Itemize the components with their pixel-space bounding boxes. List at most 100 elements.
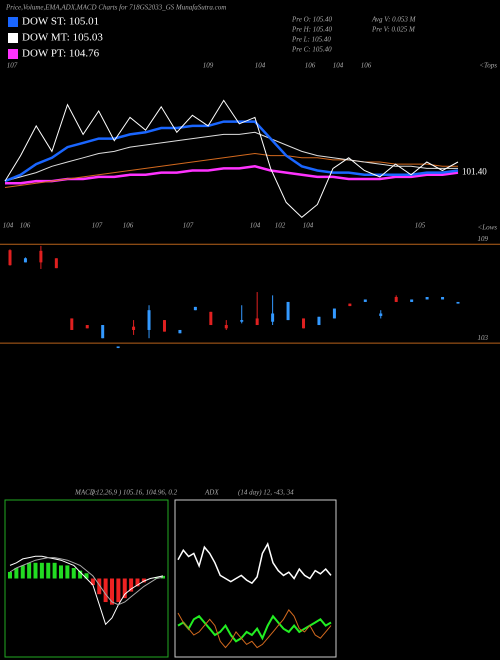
macd-line bbox=[9, 555, 164, 626]
panel-border bbox=[174, 499, 337, 658]
histogram-bar bbox=[84, 573, 89, 579]
bottom-label: 107 bbox=[183, 222, 194, 230]
candle-body bbox=[178, 329, 182, 334]
bottom-label: 104 bbox=[250, 222, 261, 230]
histogram-bar bbox=[78, 570, 83, 579]
bottom-label: 105 bbox=[415, 222, 426, 230]
histogram-bar bbox=[135, 578, 140, 587]
top-label: 106 bbox=[361, 62, 372, 70]
current-price: 101.40 bbox=[462, 167, 487, 177]
histogram-bar bbox=[8, 571, 12, 579]
macd-line bbox=[9, 557, 164, 606]
bottom-label: 106 bbox=[20, 222, 31, 230]
adx-line bbox=[177, 609, 332, 649]
tops-marker: <Tops bbox=[479, 62, 497, 70]
histogram-bar bbox=[33, 562, 38, 579]
bottom-label: 104 bbox=[303, 222, 314, 230]
histogram-bar bbox=[161, 575, 165, 579]
histogram-bar bbox=[97, 578, 102, 595]
legend-label: DOW MT: 105.03 bbox=[22, 32, 103, 44]
panel-title: ADX bbox=[204, 489, 219, 497]
histogram-bar bbox=[71, 568, 76, 579]
candle-body bbox=[162, 320, 166, 332]
legend-swatch bbox=[8, 33, 18, 43]
bottom-label: 102 bbox=[275, 222, 286, 230]
candle-body bbox=[132, 326, 136, 330]
candle-body bbox=[425, 297, 429, 300]
candle-body bbox=[85, 325, 89, 329]
histogram-bar bbox=[122, 578, 127, 599]
adx-line bbox=[177, 542, 332, 585]
info-text: Avg V: 0.053 M bbox=[371, 16, 417, 24]
legend-swatch bbox=[8, 49, 18, 59]
candle-body bbox=[39, 250, 43, 263]
candle-body bbox=[193, 306, 197, 311]
histogram-bar bbox=[141, 578, 146, 583]
info-text: Pre H: 105.40 bbox=[291, 26, 332, 34]
histogram-bar bbox=[103, 578, 108, 603]
legend-label: DOW PT: 104.76 bbox=[22, 48, 100, 60]
candle-body bbox=[271, 313, 275, 322]
candle-body bbox=[54, 258, 58, 269]
histogram-bar bbox=[20, 565, 25, 579]
candle-body bbox=[348, 303, 352, 307]
y-tick-label: 103 bbox=[478, 334, 489, 342]
panel-border bbox=[4, 499, 169, 658]
legend-swatch bbox=[8, 17, 18, 27]
panel-subtitle: (14 day) 12, -43, 34 bbox=[238, 489, 294, 497]
candle-body bbox=[23, 258, 27, 263]
info-text: Pre L: 105.40 bbox=[291, 36, 331, 44]
bottom-label: 106 bbox=[123, 222, 134, 230]
candle-body bbox=[394, 297, 398, 302]
price-line bbox=[4, 131, 458, 182]
top-label: 104 bbox=[333, 62, 344, 70]
candle-body bbox=[116, 346, 120, 348]
histogram-bar bbox=[154, 577, 159, 579]
candle-body bbox=[286, 301, 290, 321]
histogram-bar bbox=[59, 565, 63, 579]
candle-body bbox=[147, 310, 151, 330]
candle-body bbox=[101, 325, 105, 339]
histogram-bar bbox=[27, 562, 32, 579]
histogram-bar bbox=[90, 578, 95, 586]
y-tick-label: 109 bbox=[478, 235, 489, 243]
top-label: 109 bbox=[203, 62, 214, 70]
info-text: Pre V: 0.025 M bbox=[371, 26, 416, 34]
info-text: Pre C: 105.40 bbox=[291, 46, 332, 54]
price-line bbox=[4, 99, 459, 218]
candle-body bbox=[8, 250, 12, 266]
histogram-bar bbox=[110, 578, 114, 605]
price-line bbox=[4, 152, 458, 188]
legend-label: DOW ST: 105.01 bbox=[22, 16, 99, 28]
histogram-bar bbox=[129, 578, 134, 592]
top-label: 104 bbox=[255, 62, 266, 70]
histogram-bar bbox=[46, 562, 51, 579]
histogram-bar bbox=[14, 568, 19, 579]
candle-body bbox=[456, 301, 460, 304]
panel-subtitle: ( 12,26,9 ) 105.16, 104.96, 0.2 bbox=[92, 489, 178, 497]
candle-body bbox=[224, 325, 228, 329]
candle-body bbox=[317, 316, 321, 326]
candle-body bbox=[363, 299, 367, 302]
candle-body bbox=[255, 318, 259, 326]
top-label: 107 bbox=[7, 62, 18, 70]
bottom-label: 104 bbox=[3, 222, 14, 230]
candle-body bbox=[379, 313, 383, 316]
price-line bbox=[5, 165, 459, 185]
candle-body bbox=[410, 299, 414, 302]
candle-body bbox=[240, 320, 244, 322]
bottom-label: 107 bbox=[92, 222, 103, 230]
candle-body bbox=[209, 311, 213, 326]
adx-line bbox=[177, 614, 332, 643]
lows-marker: <Lows bbox=[477, 224, 497, 232]
top-label: 106 bbox=[305, 62, 316, 70]
panel-title: MACD: bbox=[74, 489, 97, 497]
histogram-bar bbox=[52, 562, 57, 579]
candle-body bbox=[70, 318, 74, 330]
histogram-bar bbox=[65, 565, 70, 579]
histogram-bar bbox=[116, 578, 121, 603]
candle-body bbox=[332, 308, 336, 319]
candle-body bbox=[302, 318, 306, 329]
